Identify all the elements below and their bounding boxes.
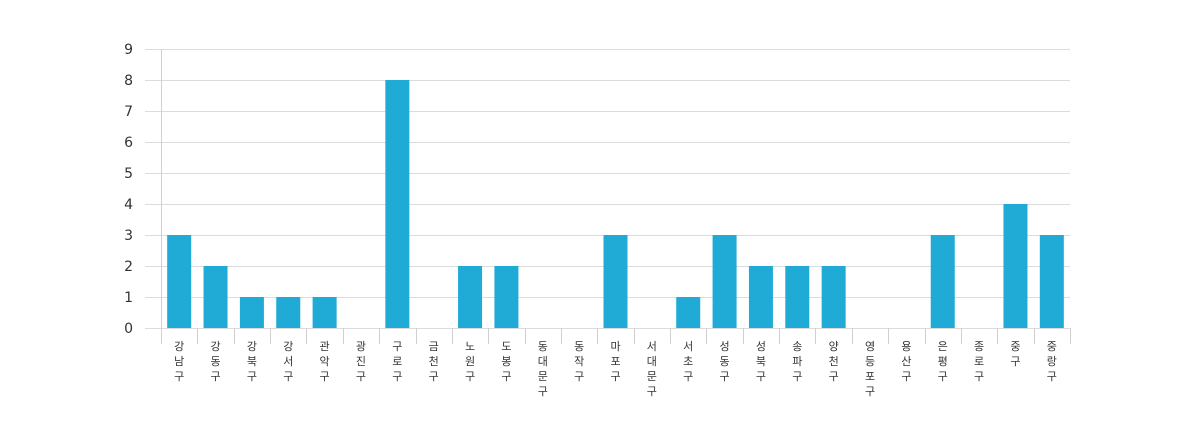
- y-tick-labels: 0 1 2 3 4 5 6 7 8 9: [124, 42, 133, 337]
- bar: [676, 297, 701, 328]
- y-tick-label: 5: [124, 166, 133, 182]
- bar: [494, 266, 519, 328]
- x-tick-labels: 강 남 구 강 동 구 강 북 구 강 서 구 관 악 구 광 진 구 구 로 구 금 천 구 노 원 구 도 봉 구 동 대 문 구 동 작 구 마 포 구…: [174, 340, 1057, 398]
- axis-layer: [161, 49, 1071, 344]
- bar: [930, 235, 955, 328]
- y-tick-label: 6: [124, 135, 133, 151]
- bar: [458, 266, 483, 328]
- bar: [712, 235, 737, 328]
- y-tick-label: 2: [124, 259, 133, 275]
- bar: [239, 297, 264, 328]
- bar: [1039, 235, 1064, 328]
- bar: [1003, 204, 1028, 328]
- bar: [276, 297, 301, 328]
- bar-layer: [167, 80, 1064, 328]
- bar: [203, 266, 228, 328]
- bar: [312, 297, 337, 328]
- y-tick-label: 3: [124, 228, 133, 244]
- bar: [603, 235, 628, 328]
- y-tick-label: 8: [124, 73, 133, 89]
- bar: [785, 266, 810, 328]
- y-tick-label: 4: [124, 197, 133, 213]
- y-tick-label: 1: [124, 290, 133, 306]
- y-tick-label: 9: [124, 42, 133, 58]
- y-tick-label: 0: [124, 321, 133, 337]
- bar: [821, 266, 846, 328]
- bar: [385, 80, 410, 328]
- y-tick-label: 7: [124, 104, 133, 120]
- bar: [748, 266, 773, 328]
- bar: [167, 235, 192, 328]
